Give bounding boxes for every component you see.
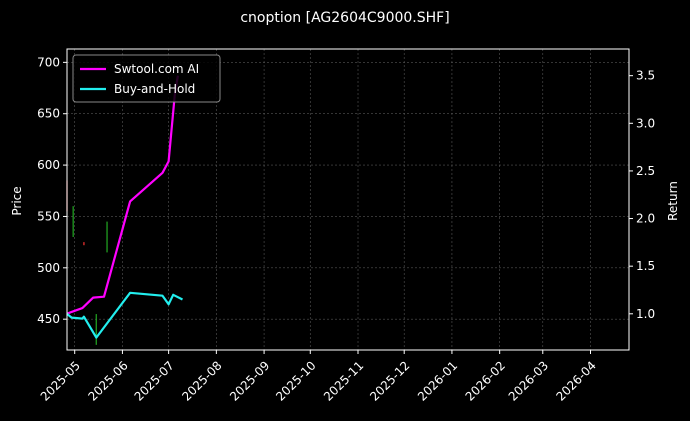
y2-tick-label: 3.0 [636, 116, 655, 130]
chart-title: cnoption [AG2604C9000.SHF] [240, 10, 449, 26]
plot-frame [66, 48, 630, 351]
legend-label: Buy-and-Hold [114, 82, 195, 96]
legend-box [72, 54, 221, 103]
y-tick-label: 600 [37, 158, 60, 172]
y2-tick-label: 1.0 [636, 307, 655, 321]
y2-axis-label: Return [666, 181, 680, 221]
y2-tick-label: 2.5 [636, 164, 655, 178]
series-lines [66, 75, 183, 339]
legend-label: Swtool.com AI [114, 62, 199, 76]
grid [67, 49, 629, 350]
y-tick-label: 550 [37, 209, 60, 223]
y-axis-right: 1.0 1.5 2.0 2.5 3.0 3.5 [629, 69, 655, 321]
legend: Swtool.com AI Buy-and-Hold [72, 54, 221, 103]
y-tick-label: 700 [37, 55, 60, 69]
y2-tick-label: 3.5 [636, 69, 655, 83]
y-tick-label: 650 [37, 107, 60, 121]
y-tick-label: 500 [37, 261, 60, 275]
swtool-com-ai-line [66, 75, 179, 315]
y-tick-label: 450 [37, 312, 60, 326]
buy-and-hold-line [66, 291, 183, 339]
y-axis-label: Price [10, 186, 24, 215]
y-axis-left: 450 500 550 600 650 700 [37, 55, 67, 326]
y2-tick-label: 1.5 [636, 259, 655, 273]
y2-tick-label: 2.0 [636, 212, 655, 226]
